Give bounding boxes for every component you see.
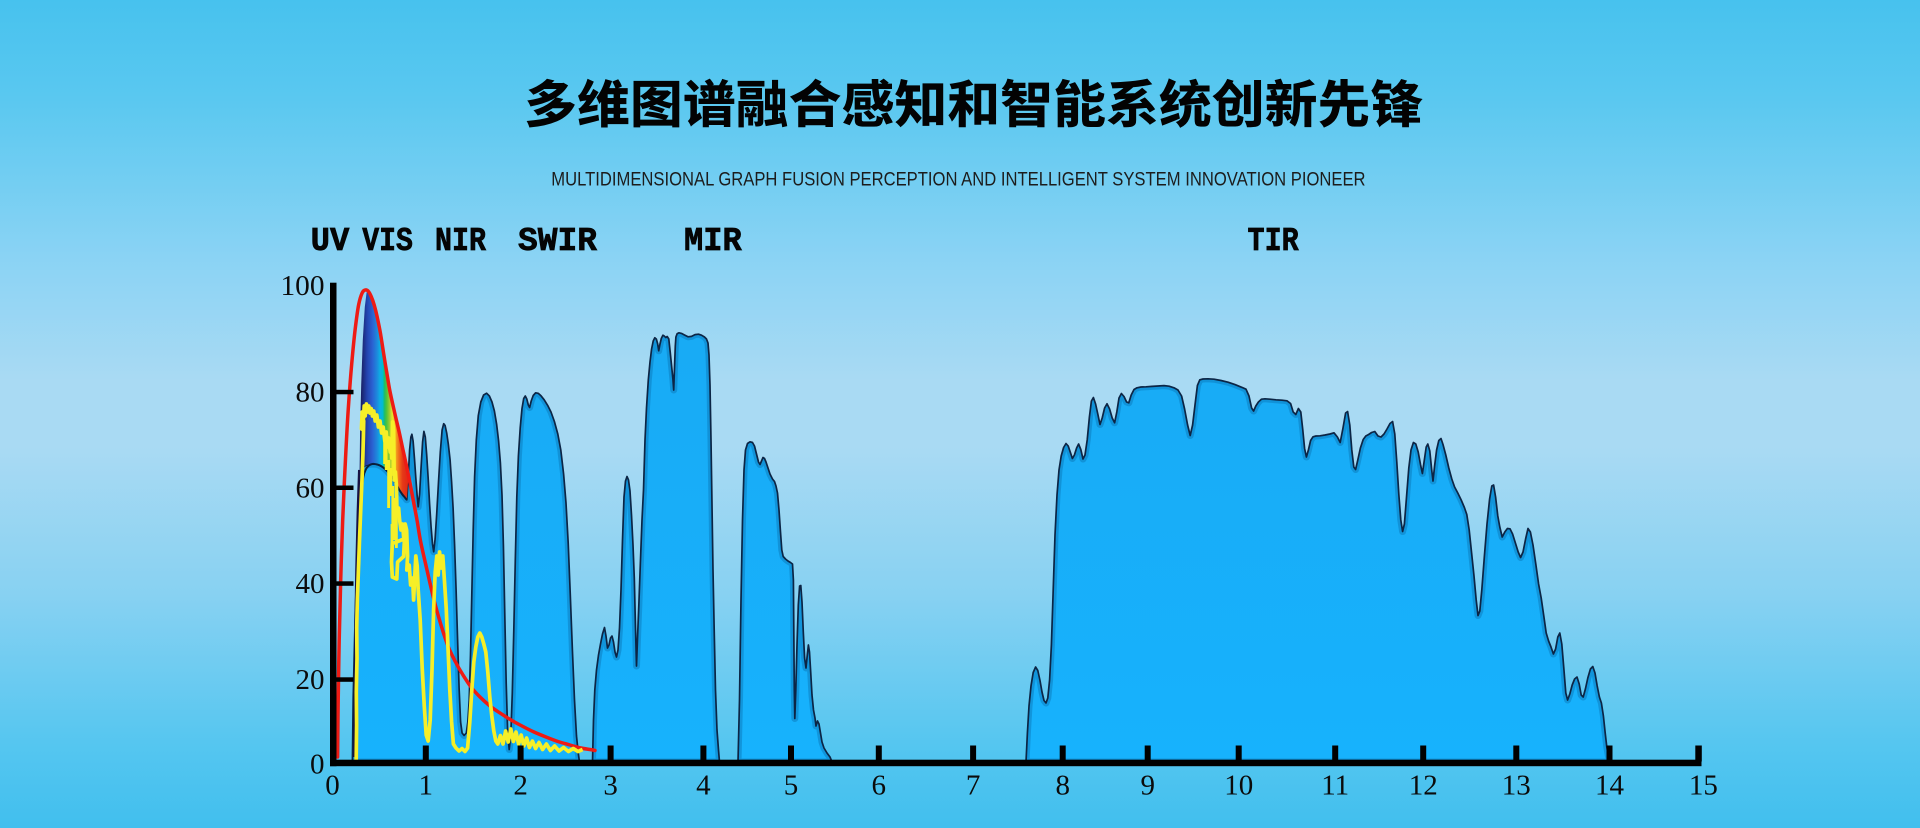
- svg-text:3: 3: [603, 770, 618, 802]
- svg-text:MIR: MIR: [684, 223, 742, 260]
- svg-text:40: 40: [296, 568, 325, 600]
- svg-text:4: 4: [696, 770, 711, 802]
- svg-text:10: 10: [1224, 770, 1253, 802]
- svg-text:20: 20: [296, 664, 325, 696]
- svg-text:12: 12: [1409, 770, 1438, 802]
- svg-text:60: 60: [296, 472, 325, 504]
- svg-text:80: 80: [296, 377, 325, 409]
- svg-text:TIR: TIR: [1248, 223, 1299, 260]
- svg-text:7: 7: [966, 770, 981, 802]
- svg-text:11: 11: [1321, 770, 1349, 802]
- svg-text:SWIR: SWIR: [518, 223, 597, 260]
- svg-text:UV: UV: [311, 223, 350, 260]
- svg-text:1: 1: [419, 770, 434, 802]
- svg-text:15: 15: [1689, 770, 1718, 802]
- svg-text:MULTIDIMENSIONAL GRAPH FUSION: MULTIDIMENSIONAL GRAPH FUSION PERCEPTION…: [551, 168, 1365, 190]
- svg-text:14: 14: [1595, 770, 1625, 802]
- svg-text:100: 100: [281, 270, 325, 302]
- svg-text:6: 6: [872, 770, 887, 802]
- svg-text:13: 13: [1502, 770, 1531, 802]
- svg-text:2: 2: [513, 770, 528, 802]
- svg-text:9: 9: [1140, 770, 1155, 802]
- svg-text:NIR: NIR: [435, 223, 486, 260]
- svg-text:0: 0: [310, 749, 325, 781]
- svg-text:VIS: VIS: [362, 223, 413, 260]
- svg-text:8: 8: [1055, 770, 1070, 802]
- svg-text:5: 5: [784, 770, 799, 802]
- svg-text:0: 0: [325, 770, 340, 802]
